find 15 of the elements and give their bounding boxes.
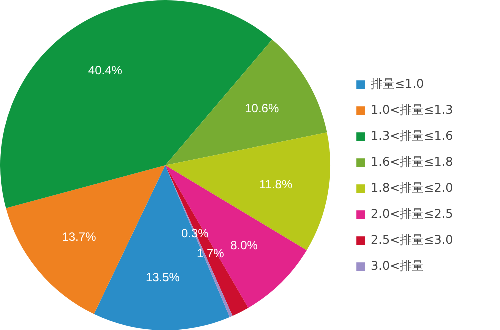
data-label: 13.7% xyxy=(62,230,97,244)
data-label: 10.6% xyxy=(245,101,280,116)
legend-label: 2.5<排量≤3.0 xyxy=(371,232,454,249)
legend-label: 1.0<排量≤1.3 xyxy=(371,102,454,119)
data-label: 8.0% xyxy=(230,238,258,252)
legend-label: 1.3<排量≤1.6 xyxy=(371,128,454,145)
data-label: 40.4% xyxy=(88,64,123,78)
legend-label: 3.0<排量 xyxy=(371,258,424,275)
legend-label: 1.8<排量≤2.0 xyxy=(371,180,454,197)
legend-label: 排量≤1.0 xyxy=(371,76,424,93)
data-label: 0.3% xyxy=(181,226,210,241)
data-label: 11.8% xyxy=(260,178,293,192)
legend-label: 2.0<排量≤2.5 xyxy=(371,206,454,223)
data-label: 13.5% xyxy=(146,270,180,285)
legend-label: 1.6<排量≤1.8 xyxy=(371,154,454,171)
